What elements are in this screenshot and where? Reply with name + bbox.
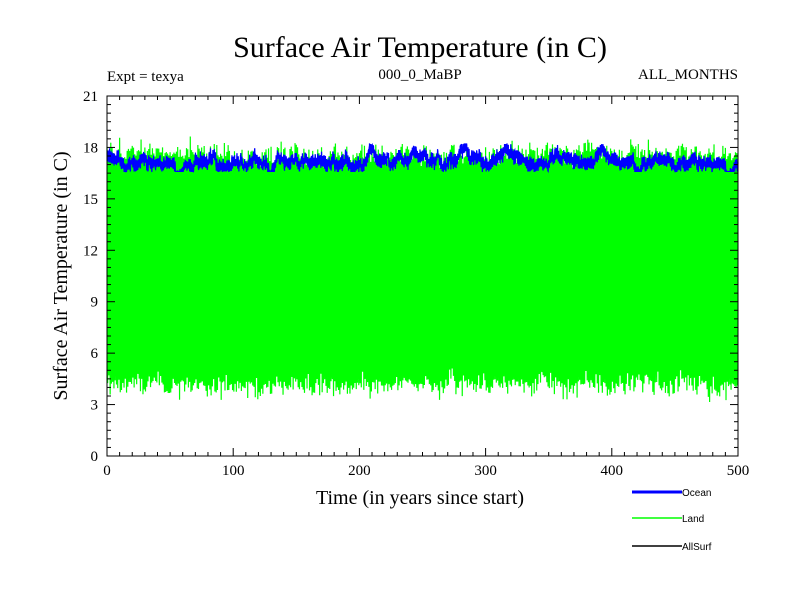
legend: Ocean Land AllSurf [632, 488, 712, 553]
period-label: 000_0_MaBP [378, 67, 461, 83]
legend-label-land: Land [682, 514, 704, 525]
y-tick-label: 6 [91, 346, 99, 362]
legend-label-ocean: Ocean [682, 488, 711, 499]
series-line-ocean [106, 142, 739, 174]
y-axis-title: Surface Air Temperature (in C) [50, 151, 72, 400]
x-tick-label: 200 [348, 463, 371, 479]
legend-label-allsurf: AllSurf [682, 542, 712, 553]
x-tick-label: 500 [727, 463, 750, 479]
series-layer [106, 136, 739, 403]
y-tick-label: 0 [91, 449, 99, 465]
experiment-label: Expt = texya [107, 69, 184, 85]
months-label: ALL_MONTHS [638, 67, 738, 83]
y-tick-label: 18 [83, 140, 98, 156]
y-tick-label: 9 [91, 295, 99, 311]
y-tick-label: 3 [91, 398, 99, 414]
y-tick-label: 12 [83, 243, 98, 259]
x-tick-label: 0 [103, 463, 111, 479]
y-tick-label: 15 [83, 192, 98, 208]
y-tick-label: 21 [83, 89, 98, 105]
x-tick-label: 100 [222, 463, 245, 479]
x-axis-title: Time (in years since start) [316, 487, 524, 509]
ticks-layer: 0 100 200 300 400 500 0 3 6 9 12 15 18 21 [83, 89, 749, 479]
x-tick-label: 400 [601, 463, 624, 479]
series-line-land [106, 136, 739, 403]
chart-title: Surface Air Temperature (in C) [233, 31, 607, 64]
x-tick-label: 300 [474, 463, 497, 479]
